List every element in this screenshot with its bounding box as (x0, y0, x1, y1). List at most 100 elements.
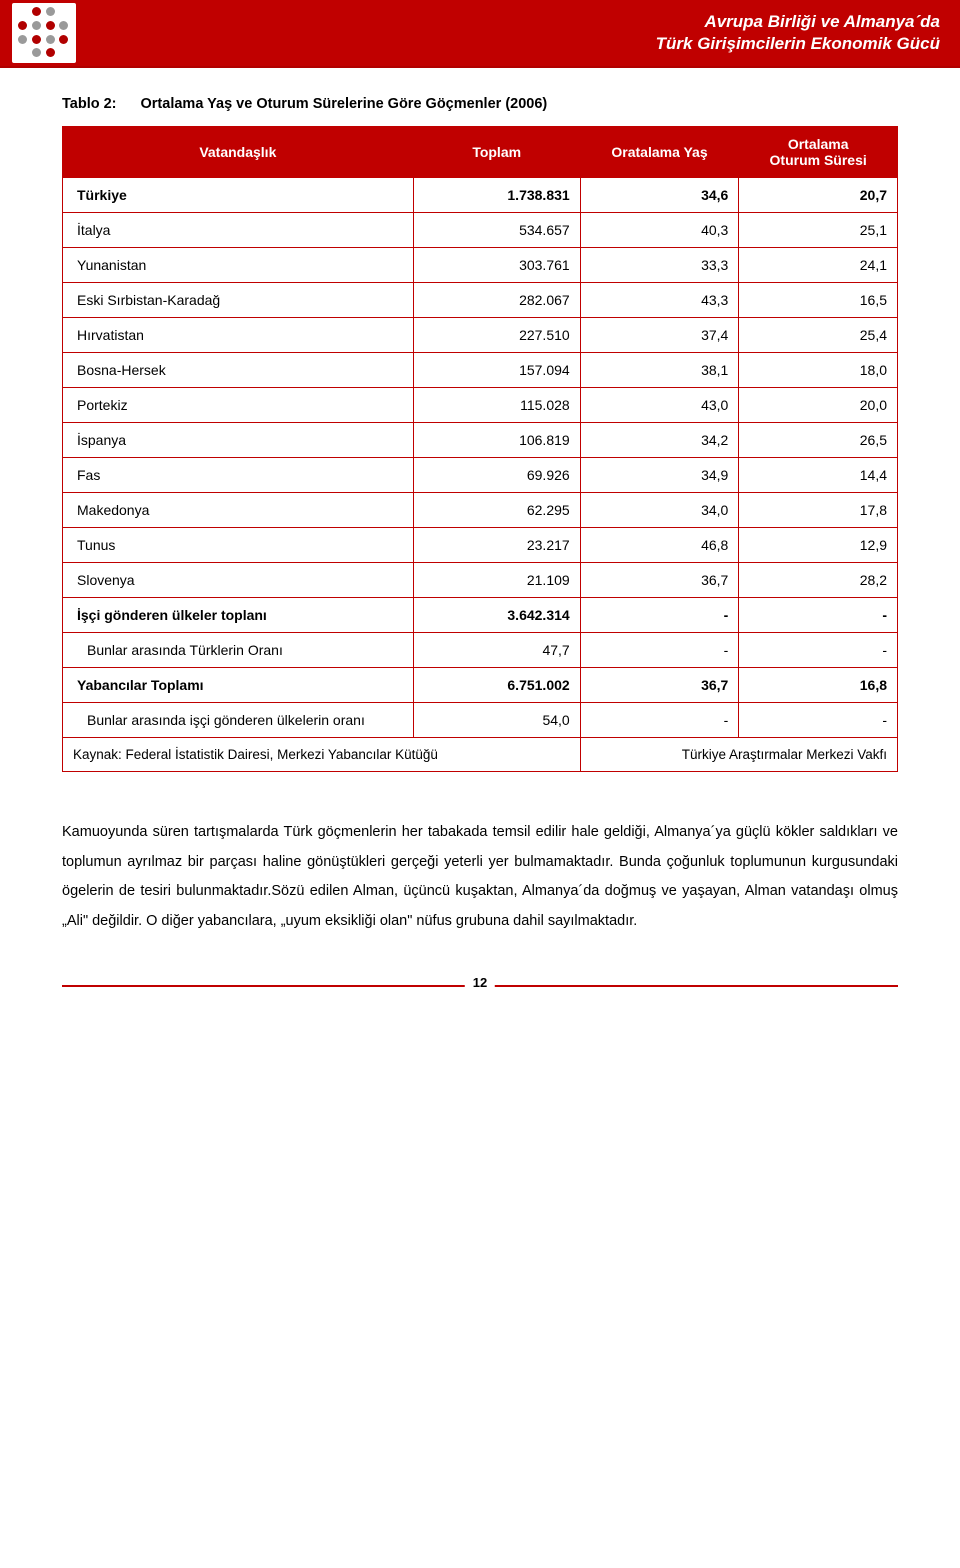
row-value: 28,2 (739, 563, 898, 598)
row-value: 36,7 (580, 563, 739, 598)
content: Tablo 2: Ortalama Yaş ve Oturum Süreleri… (0, 68, 960, 1007)
row-value: - (739, 633, 898, 668)
row-value: 34,6 (580, 178, 739, 213)
row-value: 16,5 (739, 283, 898, 318)
row-label: Bosna-Hersek (63, 353, 414, 388)
row-label: Makedonya (63, 493, 414, 528)
table-header-row: Vatandaşlık Toplam Oratalama Yaş Ortalam… (63, 127, 898, 178)
row-label: Bunlar arasında Türklerin Oranı (63, 633, 414, 668)
row-label: İspanya (63, 423, 414, 458)
header-title-line2: Türk Girişimcilerin Ekonomik Gücü (656, 33, 940, 55)
row-value: 282.067 (413, 283, 580, 318)
row-value: 157.094 (413, 353, 580, 388)
row-value: 227.510 (413, 318, 580, 353)
row-value: - (739, 598, 898, 633)
row-value: 33,3 (580, 248, 739, 283)
col-header-4: Ortalama Oturum Süresi (739, 127, 898, 178)
row-value: 34,0 (580, 493, 739, 528)
row-label: Türkiye (63, 178, 414, 213)
table-row: Makedonya62.29534,017,8 (63, 493, 898, 528)
row-label: Slovenya (63, 563, 414, 598)
table-row: Portekiz115.02843,020,0 (63, 388, 898, 423)
header-bar: Avrupa Birliği ve Almanya´da Türk Girişi… (0, 0, 960, 68)
row-value: 12,9 (739, 528, 898, 563)
logo (12, 3, 76, 63)
col-header-4-l1: Ortalama (749, 136, 887, 152)
row-value: - (580, 633, 739, 668)
table-row: Slovenya21.10936,728,2 (63, 563, 898, 598)
table-row: Hırvatistan227.51037,425,4 (63, 318, 898, 353)
source-row: Kaynak: Federal İstatistik Dairesi, Merk… (63, 738, 898, 772)
col-header-3: Oratalama Yaş (580, 127, 739, 178)
col-header-1: Vatandaşlık (63, 127, 414, 178)
table-row: İtalya534.65740,325,1 (63, 213, 898, 248)
row-value: 24,1 (739, 248, 898, 283)
row-value: 21.109 (413, 563, 580, 598)
body-paragraph: Kamuoyunda süren tartışmalarda Türk göçm… (62, 818, 898, 937)
row-value: 43,3 (580, 283, 739, 318)
row-value: 25,4 (739, 318, 898, 353)
row-value: 36,7 (580, 668, 739, 703)
row-value: 54,0 (413, 703, 580, 738)
table-row: Tunus23.21746,812,9 (63, 528, 898, 563)
row-value: 106.819 (413, 423, 580, 458)
row-value: 25,1 (739, 213, 898, 248)
row-label: Eski Sırbistan-Karadağ (63, 283, 414, 318)
table-row: Eski Sırbistan-Karadağ282.06743,316,5 (63, 283, 898, 318)
row-value: 46,8 (580, 528, 739, 563)
row-value: 18,0 (739, 353, 898, 388)
table-row: Yabancılar Toplamı6.751.00236,716,8 (63, 668, 898, 703)
row-value: 534.657 (413, 213, 580, 248)
row-label: Tunus (63, 528, 414, 563)
table-row: İspanya106.81934,226,5 (63, 423, 898, 458)
table-row: Bosna-Hersek157.09438,118,0 (63, 353, 898, 388)
row-label: Bunlar arasında işçi gönderen ülkelerin … (63, 703, 414, 738)
row-value: 26,5 (739, 423, 898, 458)
row-value: 16,8 (739, 668, 898, 703)
row-value: 115.028 (413, 388, 580, 423)
header-title-line1: Avrupa Birliği ve Almanya´da (656, 11, 940, 33)
table-row: İşçi gönderen ülkeler toplanı3.642.314-- (63, 598, 898, 633)
source-right: Türkiye Araştırmalar Merkezi Vakfı (580, 738, 897, 772)
row-value: 14,4 (739, 458, 898, 493)
row-value: 20,7 (739, 178, 898, 213)
page-number: 12 (465, 975, 495, 990)
row-value: 3.642.314 (413, 598, 580, 633)
row-value: 23.217 (413, 528, 580, 563)
col-header-2: Toplam (413, 127, 580, 178)
row-label: Hırvatistan (63, 318, 414, 353)
table-row: Yunanistan303.76133,324,1 (63, 248, 898, 283)
data-table: Vatandaşlık Toplam Oratalama Yaş Ortalam… (62, 126, 898, 772)
row-value: 1.738.831 (413, 178, 580, 213)
caption-label: Tablo 2: (62, 96, 117, 112)
table-row: Bunlar arasında işçi gönderen ülkelerin … (63, 703, 898, 738)
row-label: Yunanistan (63, 248, 414, 283)
row-value: 34,2 (580, 423, 739, 458)
row-label: Portekiz (63, 388, 414, 423)
source-left: Kaynak: Federal İstatistik Dairesi, Merk… (63, 738, 581, 772)
row-value: 303.761 (413, 248, 580, 283)
row-value: 47,7 (413, 633, 580, 668)
table-row: Türkiye1.738.83134,620,7 (63, 178, 898, 213)
row-label: Yabancılar Toplamı (63, 668, 414, 703)
row-value: 40,3 (580, 213, 739, 248)
row-label: İtalya (63, 213, 414, 248)
row-value: - (580, 598, 739, 633)
row-value: - (580, 703, 739, 738)
row-label: İşçi gönderen ülkeler toplanı (63, 598, 414, 633)
table-row: Bunlar arasında Türklerin Oranı47,7-- (63, 633, 898, 668)
row-value: 17,8 (739, 493, 898, 528)
row-value: 6.751.002 (413, 668, 580, 703)
row-value: 37,4 (580, 318, 739, 353)
footer: 12 (62, 985, 898, 987)
row-value: 20,0 (739, 388, 898, 423)
row-value: 62.295 (413, 493, 580, 528)
header-title: Avrupa Birliği ve Almanya´da Türk Girişi… (656, 11, 940, 55)
row-value: - (739, 703, 898, 738)
row-value: 34,9 (580, 458, 739, 493)
row-value: 38,1 (580, 353, 739, 388)
table-caption: Tablo 2: Ortalama Yaş ve Oturum Süreleri… (62, 96, 898, 112)
row-value: 43,0 (580, 388, 739, 423)
col-header-4-l2: Oturum Süresi (749, 152, 887, 168)
table-row: Fas69.92634,914,4 (63, 458, 898, 493)
